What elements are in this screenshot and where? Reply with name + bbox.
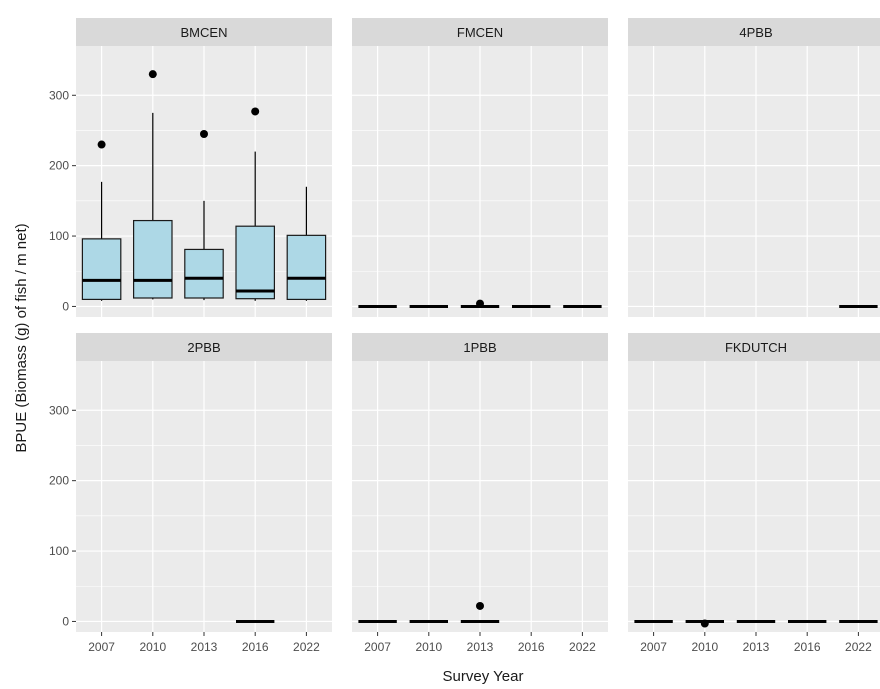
facet-strip-label: FKDUTCH bbox=[725, 340, 787, 355]
box-iqr bbox=[286, 234, 327, 301]
box-2007 bbox=[81, 140, 122, 301]
facet-strip bbox=[352, 333, 608, 361]
box-2016 bbox=[235, 107, 276, 301]
x-tick-label: 2007 bbox=[364, 640, 391, 654]
x-tick-label: 2013 bbox=[191, 640, 218, 654]
box-2010 bbox=[133, 70, 173, 300]
y-tick-label: 0 bbox=[62, 614, 69, 628]
facet-strip bbox=[352, 18, 608, 46]
x-axis-title: Survey Year bbox=[443, 668, 524, 685]
facet-panel-2pbb: 2PBB 0 100 200 300 2007 2010 2013 2016 2022 bbox=[49, 333, 332, 654]
box-2010 bbox=[685, 619, 724, 628]
facet-strip bbox=[76, 18, 332, 46]
y-tick-label: 100 bbox=[49, 229, 69, 243]
y-axis-title: BPUE (Biomass (g) of fish / m net) bbox=[13, 223, 30, 452]
x-tick-label: 2007 bbox=[88, 640, 115, 654]
y-tick-label: 200 bbox=[49, 159, 69, 173]
box-iqr bbox=[184, 248, 224, 299]
facet-strip-label: BMCEN bbox=[181, 25, 228, 40]
facet-strip bbox=[628, 18, 880, 46]
panel-background bbox=[628, 361, 880, 632]
facet-strip-label: 4PBB bbox=[739, 25, 772, 40]
facet-strip-label: FMCEN bbox=[457, 25, 503, 40]
y-tick-label: 300 bbox=[49, 88, 69, 102]
x-tick-label: 2022 bbox=[845, 640, 872, 654]
facet-panel-fkdutch: FKDUTCH 2007 2010 2013 2016 2022 bbox=[628, 333, 880, 654]
x-tick-label: 2013 bbox=[467, 640, 494, 654]
box-2013 bbox=[460, 299, 500, 308]
outlier-point bbox=[476, 601, 484, 610]
outlier-point bbox=[700, 619, 709, 628]
panel-background bbox=[628, 46, 880, 317]
facet-strip-label: 2PBB bbox=[187, 340, 220, 355]
x-tick-label: 2010 bbox=[415, 640, 442, 654]
facet-strip-label: 1PBB bbox=[463, 340, 496, 355]
box-iqr bbox=[81, 238, 122, 301]
x-tick-label: 2022 bbox=[293, 640, 320, 654]
outlier-point bbox=[251, 107, 260, 116]
outlier-point bbox=[148, 70, 157, 79]
x-tick-label: 2013 bbox=[743, 640, 770, 654]
x-tick-label: 2016 bbox=[518, 640, 545, 654]
x-tick-label: 2010 bbox=[691, 640, 718, 654]
outlier-point bbox=[97, 140, 106, 149]
y-tick-label: 100 bbox=[49, 544, 69, 558]
x-tick-label: 2010 bbox=[139, 640, 166, 654]
x-tick-label: 2007 bbox=[640, 640, 667, 654]
box-2013 bbox=[460, 601, 500, 623]
x-tick-label: 2022 bbox=[569, 640, 596, 654]
box-2022 bbox=[286, 186, 327, 301]
box-2013 bbox=[184, 129, 224, 301]
box-iqr bbox=[235, 225, 276, 300]
y-tick-label: 200 bbox=[49, 474, 69, 488]
facet-panel-bmcen: BMCEN 0 100 200 300 bbox=[49, 18, 332, 317]
facet-strip bbox=[76, 333, 332, 361]
box-iqr bbox=[133, 219, 173, 299]
outlier-point bbox=[476, 299, 484, 308]
outlier-point bbox=[200, 129, 208, 138]
facet-panel-fmcen: FMCEN bbox=[352, 18, 608, 317]
y-tick-label: 300 bbox=[49, 403, 69, 417]
y-tick-label: 0 bbox=[62, 299, 69, 313]
facet-panel-4pbb: 4PBB bbox=[628, 18, 880, 317]
facet-strip bbox=[628, 333, 880, 361]
x-tick-label: 2016 bbox=[242, 640, 269, 654]
facet-panel-1pbb: 1PBB 2007 2010 2013 2016 2022 bbox=[352, 333, 608, 654]
x-tick-label: 2016 bbox=[794, 640, 821, 654]
